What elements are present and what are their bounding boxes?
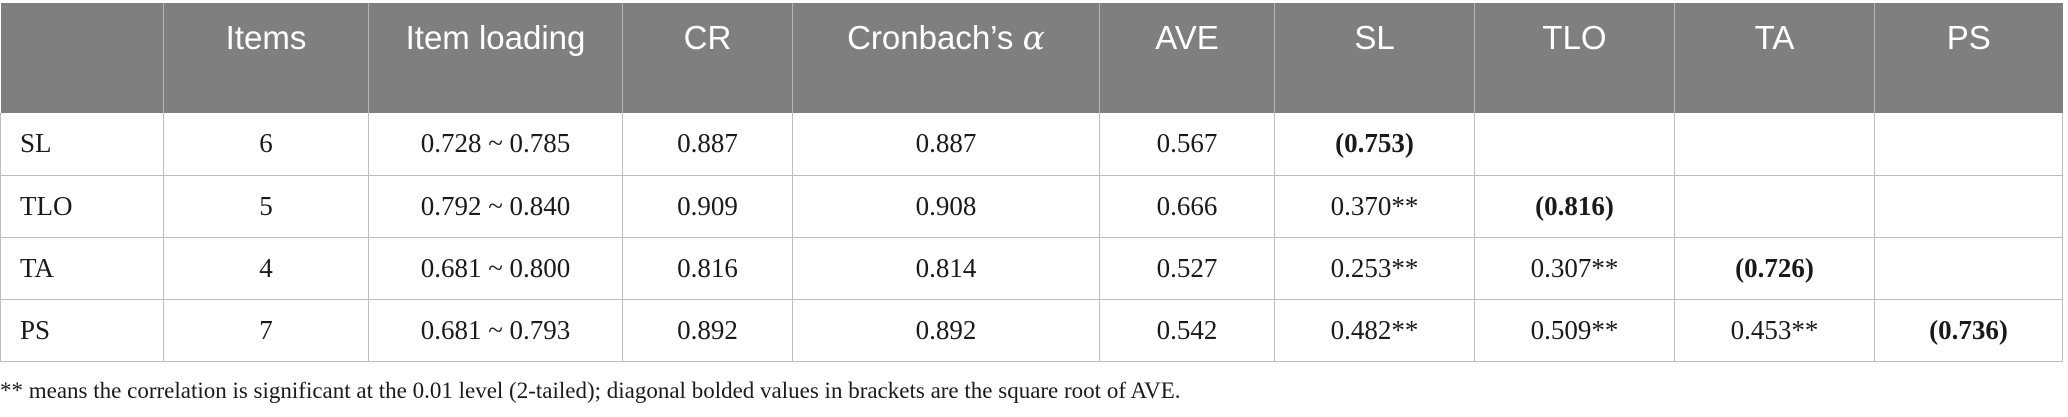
cell-cronbach-alpha: 0.892	[792, 299, 1100, 362]
cell-item-loading: 0.728 ~ 0.785	[368, 113, 623, 176]
cell-ta: 0.453**	[1674, 299, 1875, 362]
header-greek-symbol: α	[1022, 18, 1045, 57]
cell-item-loading: 0.792 ~ 0.840	[368, 175, 623, 238]
cell-cronbach-alpha: 0.887	[792, 113, 1100, 176]
cell-items: 5	[163, 175, 369, 238]
cell-sl: 0.253**	[1274, 237, 1475, 300]
cell-ave: 0.666	[1099, 175, 1275, 238]
cell-cr: 0.887	[622, 113, 793, 176]
header-cronbach-alpha: Cronbach’s α	[792, 3, 1100, 113]
cell-ta	[1674, 113, 1875, 176]
table-row: TA 4 0.681 ~ 0.800 0.816 0.814 0.527 0.253** 0.…	[0, 237, 2063, 300]
cell-construct: PS	[0, 299, 164, 362]
results-table: Items Item loading CR Cronbach’s α AVE SL TLO T…	[0, 3, 2063, 362]
cell-cr: 0.816	[622, 237, 793, 300]
header-label: Cronbach’s	[847, 19, 1023, 56]
table-row: TLO 5 0.792 ~ 0.840 0.909 0.908 0.666 0.370**(…	[0, 175, 2063, 238]
header-label: AVE	[1155, 19, 1219, 56]
table-body: SL 6 0.728 ~ 0.785 0.887 0.887 0.567 (0.753) TL…	[0, 113, 2063, 362]
header-label: TA	[1754, 19, 1795, 56]
cell-ps	[1874, 237, 2063, 300]
header-label: CR	[683, 19, 732, 56]
cell-ave: 0.542	[1099, 299, 1275, 362]
cell-item-loading: 0.681 ~ 0.800	[368, 237, 623, 300]
cell-construct: TLO	[0, 175, 164, 238]
table-footnote: ** means the correlation is significant …	[0, 378, 1181, 403]
header-blank	[0, 3, 164, 113]
cell-ave: 0.527	[1099, 237, 1275, 300]
header-tlo: TLO	[1474, 3, 1675, 113]
header-ta: TA	[1674, 3, 1875, 113]
header-label: TLO	[1542, 19, 1607, 56]
header-label: Item loading	[405, 19, 586, 56]
cell-sl: 0.370**	[1274, 175, 1475, 238]
cell-cr: 0.892	[622, 299, 793, 362]
cell-cronbach-alpha: 0.814	[792, 237, 1100, 300]
cell-tlo: 0.509**	[1474, 299, 1675, 362]
header-item-loading: Item loading	[368, 3, 623, 113]
cell-items: 4	[163, 237, 369, 300]
cell-sl: (0.753)	[1274, 113, 1475, 176]
header-label: PS	[1946, 19, 1991, 56]
cell-ps	[1874, 113, 2063, 176]
cell-tlo	[1474, 113, 1675, 176]
cell-tlo: 0.307**	[1474, 237, 1675, 300]
cell-cr: 0.909	[622, 175, 793, 238]
header-ave: AVE	[1099, 3, 1275, 113]
header-sl: SL	[1274, 3, 1475, 113]
cell-ta: (0.726)	[1674, 237, 1875, 300]
cell-construct: TA	[0, 237, 164, 300]
cell-ta	[1674, 175, 1875, 238]
header-cr: CR	[622, 3, 793, 113]
cell-ps: (0.736)	[1874, 299, 2063, 362]
cell-sl: 0.482**	[1274, 299, 1475, 362]
cell-item-loading: 0.681 ~ 0.793	[368, 299, 623, 362]
cell-construct: SL	[0, 113, 164, 176]
cell-cronbach-alpha: 0.908	[792, 175, 1100, 238]
header-ps: PS	[1874, 3, 2063, 113]
cell-tlo: (0.816)	[1474, 175, 1675, 238]
header-label: Items	[225, 19, 307, 56]
header-row: Items Item loading CR Cronbach’s α AVE SL TLO T…	[0, 3, 2063, 113]
cell-items: 6	[163, 113, 369, 176]
cell-ps	[1874, 175, 2063, 238]
cell-ave: 0.567	[1099, 113, 1275, 176]
cell-items: 7	[163, 299, 369, 362]
table-row: SL 6 0.728 ~ 0.785 0.887 0.887 0.567 (0.753)	[0, 113, 2063, 176]
header-items: Items	[163, 3, 369, 113]
header-label: SL	[1354, 19, 1395, 56]
table-row: PS 7 0.681 ~ 0.793 0.892 0.892 0.542 0.482** 0.…	[0, 299, 2063, 362]
